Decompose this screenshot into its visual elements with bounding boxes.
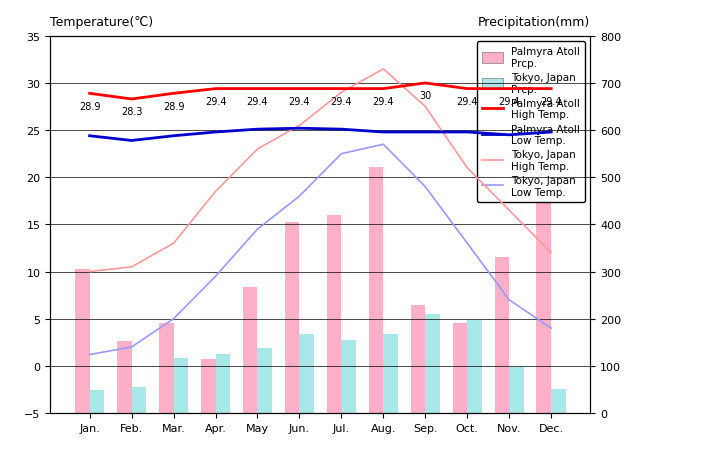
Bar <box>369 168 383 413</box>
Text: 29.4: 29.4 <box>372 97 394 107</box>
Legend: Palmyra Atoll
Prcp., Tokyo, Japan
Prcp., Palmyra Atoll
High Temp., Palmyra Atoll: Palmyra Atoll Prcp., Tokyo, Japan Prcp.,… <box>477 42 585 202</box>
Text: 29.4: 29.4 <box>204 97 226 107</box>
Bar <box>159 323 174 413</box>
Bar <box>453 323 467 413</box>
Bar <box>552 389 566 413</box>
Bar <box>75 269 89 413</box>
Text: 28.3: 28.3 <box>121 106 143 116</box>
Text: Precipitation(mm): Precipitation(mm) <box>478 16 590 29</box>
Text: 29.4: 29.4 <box>498 97 520 107</box>
Bar <box>215 354 230 413</box>
Bar <box>117 341 132 413</box>
Bar <box>509 368 524 413</box>
Text: 29.4: 29.4 <box>289 97 310 107</box>
Bar <box>132 387 146 413</box>
Bar <box>536 162 552 413</box>
Bar <box>327 216 341 413</box>
Bar <box>341 341 356 413</box>
Bar <box>467 320 482 413</box>
Bar <box>89 391 104 413</box>
Bar <box>284 222 300 413</box>
Text: 28.9: 28.9 <box>163 101 184 112</box>
Bar <box>174 358 188 413</box>
Text: 29.4: 29.4 <box>456 97 478 107</box>
Bar <box>258 348 272 413</box>
Text: 29.4: 29.4 <box>330 97 352 107</box>
Bar <box>300 334 314 413</box>
Bar <box>426 314 440 413</box>
Bar <box>201 359 215 413</box>
Bar <box>383 334 398 413</box>
Text: 29.4: 29.4 <box>247 97 269 107</box>
Text: 29.4: 29.4 <box>541 97 562 107</box>
Text: 28.9: 28.9 <box>79 101 100 112</box>
Text: 30: 30 <box>419 91 431 101</box>
Bar <box>410 305 426 413</box>
Bar <box>243 287 258 413</box>
Text: Temperature(℃): Temperature(℃) <box>50 16 153 29</box>
Bar <box>495 258 509 413</box>
